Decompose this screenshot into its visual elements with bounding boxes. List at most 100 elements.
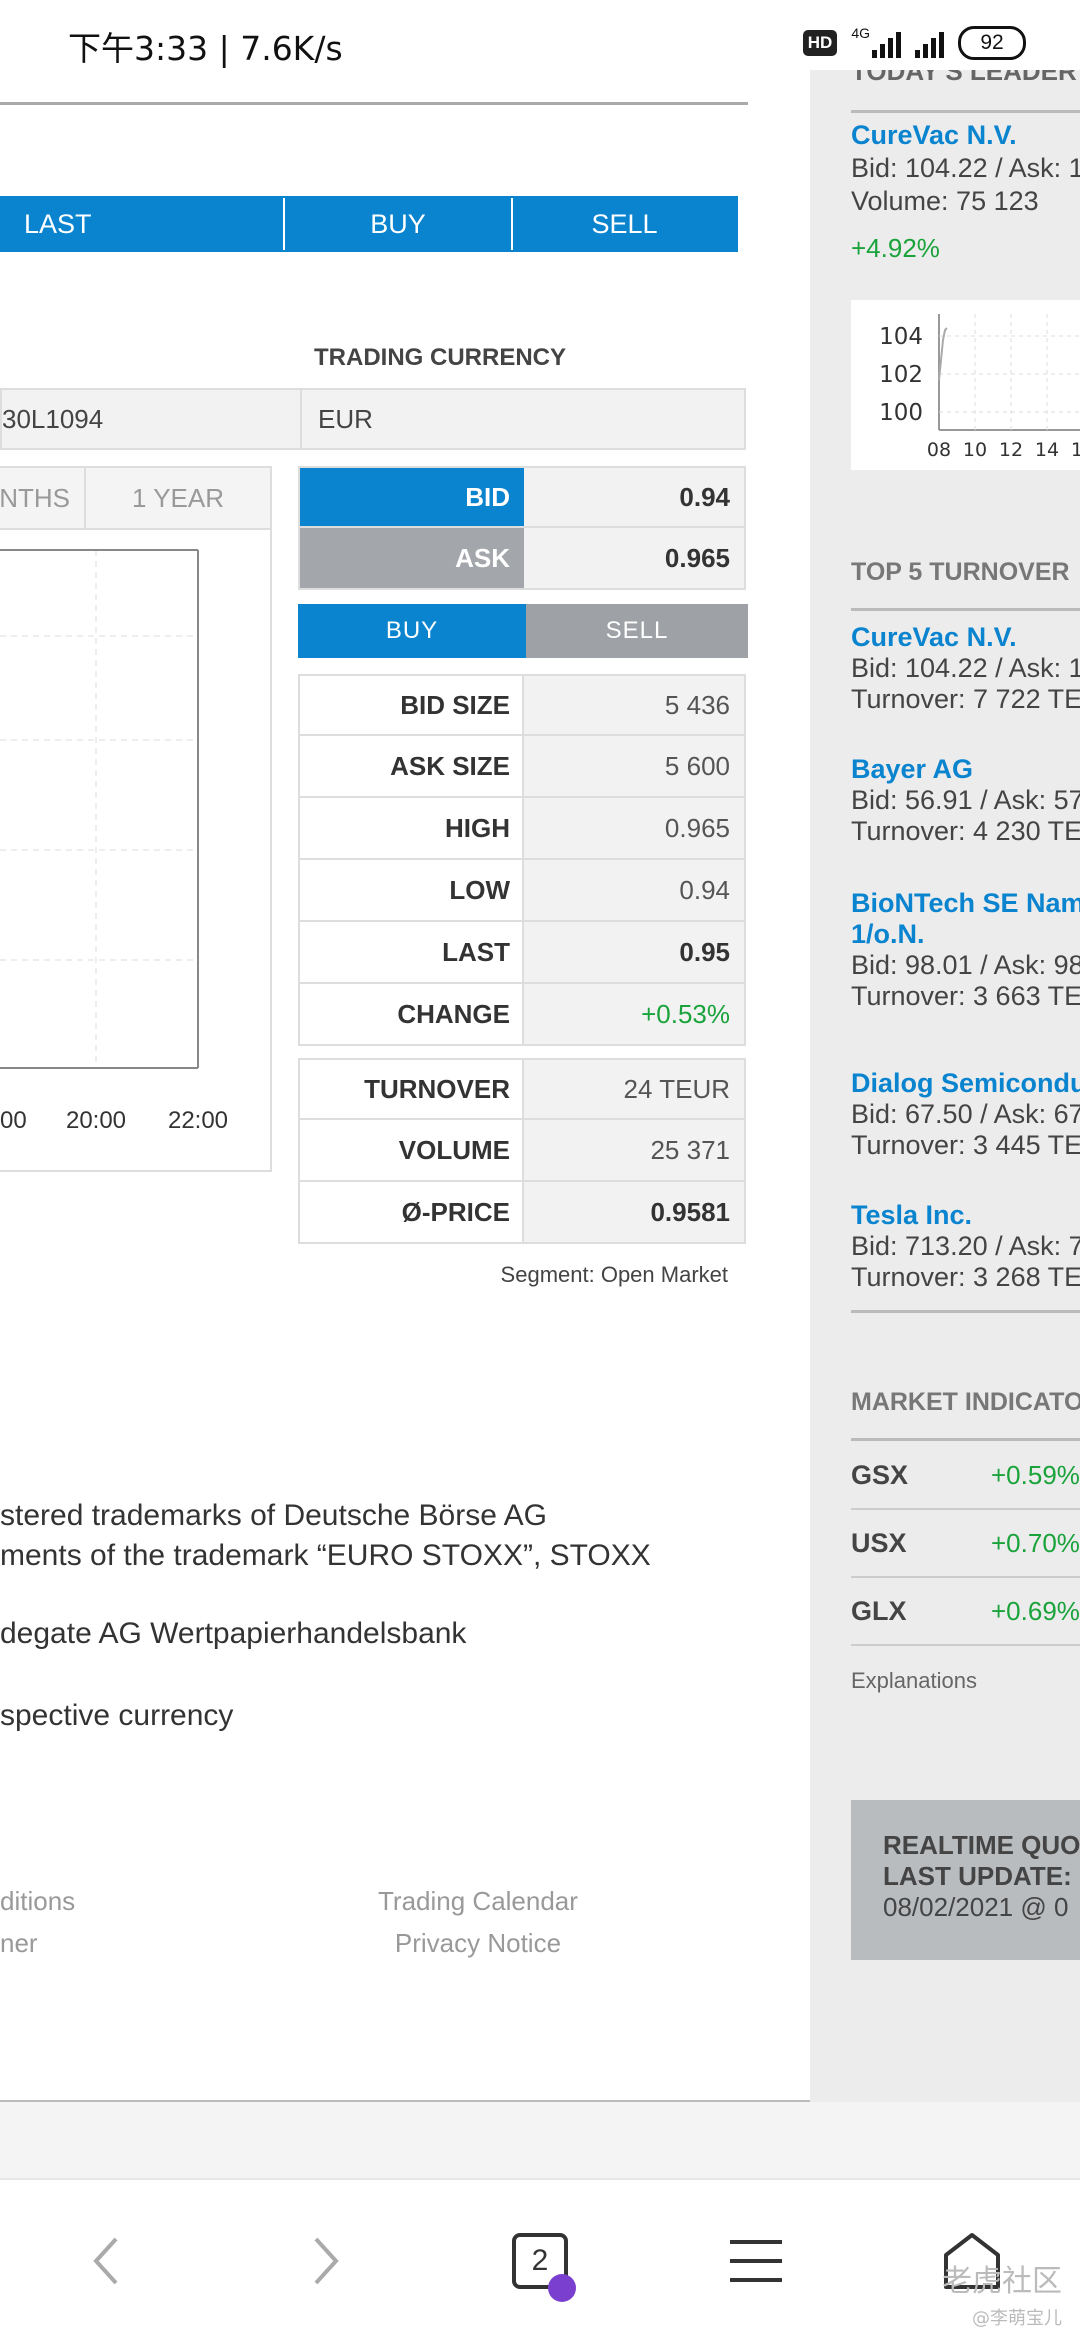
turnover-item-bidask: Bid: 98.01 / Ask: 98 <box>851 950 1080 980</box>
stat-label: Ø-PRICE <box>300 1182 524 1242</box>
price-chart: NTHS 1 YEAR 00 20:00 22:00 <box>0 466 272 1172</box>
turnover-list: CureVac N.V. Bid: 104.22 / Ask: 1 Turnov… <box>851 622 1080 1320</box>
stat-label: LAST <box>300 922 524 982</box>
indicators-list: GSX +0.59% USX +0.70% GLX +0.69% <box>851 1442 1080 1646</box>
table-row: LOW 0.94 <box>298 860 746 922</box>
status-bar: 下午3:33 | 7.6K/s HD 4G 92 <box>0 0 1080 90</box>
indicator-name: GLX <box>851 1595 907 1626</box>
signal-icon <box>872 28 901 58</box>
realtime-last-update: LAST UPDATE: <box>883 1861 1072 1891</box>
footer-link-trading-calendar[interactable]: Trading Calendar <box>378 1886 578 1916</box>
chart-plot: 00 20:00 22:00 <box>0 549 228 1134</box>
leader-link[interactable]: CureVac N.V. <box>851 120 1017 150</box>
realtime-timestamp: 08/02/2021 @ 0 <box>883 1892 1069 1922</box>
chevron-left-icon <box>93 2237 118 2285</box>
chart-x-tick: 00 <box>0 1107 27 1134</box>
disclaimer-line: stered trademarks of Deutsche Börse AG <box>0 1499 547 1532</box>
table-row: Ø-PRICE 0.9581 <box>298 1182 746 1244</box>
ask-row: ASK 0.965 <box>298 528 746 590</box>
divider <box>851 1310 1080 1313</box>
footer-links-right: Trading Calendar Privacy Notice <box>378 1880 578 1964</box>
divider <box>851 110 1080 113</box>
turnover-item-link-cont[interactable]: 1/o.N. <box>851 919 925 949</box>
buy-button[interactable]: BUY <box>298 604 526 658</box>
incognito-icon <box>548 2274 576 2302</box>
footer-link-disclaimer[interactable]: ner <box>0 1928 38 1958</box>
explanations-link[interactable]: Explanations <box>851 1668 977 1693</box>
disclaimer-line: degate AG Wertpapierhandelsbank <box>0 1617 467 1650</box>
realtime-title: REALTIME QUOT <box>883 1830 1080 1860</box>
status-icons: HD 4G 92 <box>802 25 1026 60</box>
menu-button[interactable] <box>716 2226 796 2296</box>
home-button[interactable] <box>932 2226 1012 2296</box>
indicator-value: +0.70% <box>991 1527 1080 1558</box>
realtime-quote-box: REALTIME QUOT LAST UPDATE: 08/02/2021 @ … <box>851 1800 1080 1960</box>
leader-mini-chart: 104 102 100 08 10 12 14 16 <box>851 300 1080 470</box>
tab-buy[interactable]: BUY <box>285 198 513 250</box>
tab-sell[interactable]: SELL <box>591 208 658 239</box>
mini-chart-y-tick: 104 <box>879 324 923 350</box>
stat-value: 24 TEUR <box>524 1060 744 1118</box>
table-row: CHANGE +0.53% <box>298 984 746 1046</box>
leader-volume: Volume: 75 123 <box>851 186 1039 216</box>
ask-label: ASK <box>300 528 524 588</box>
table-row: ASK SIZE 5 600 <box>298 736 746 798</box>
turnover-item-bidask: Bid: 56.91 / Ask: 57 <box>851 785 1080 815</box>
turnover-item-link[interactable]: BioNTech SE Nam. <box>851 888 1080 918</box>
indicator-row[interactable]: GLX +0.69% <box>851 1578 1080 1646</box>
mini-chart-x-tick: 14 <box>1035 439 1059 461</box>
indicator-name: GSX <box>851 1459 909 1490</box>
menu-icon <box>730 2240 782 2282</box>
indicator-value: +0.69% <box>991 1595 1080 1626</box>
footer-link-conditions[interactable]: ditions <box>0 1886 76 1916</box>
chevron-right-icon <box>314 2237 339 2285</box>
stat-value: +0.53% <box>524 984 744 1044</box>
footer-link-privacy-notice[interactable]: Privacy Notice <box>394 1928 562 1958</box>
list-item: Bayer AG Bid: 56.91 / Ask: 57 Turnover: … <box>851 754 1080 888</box>
turnover-item-link[interactable]: CureVac N.V. <box>851 622 1017 652</box>
forward-button[interactable] <box>286 2226 366 2296</box>
mini-chart-y-tick: 102 <box>879 362 923 388</box>
tabs-button[interactable]: 2 <box>500 2226 580 2302</box>
stat-value: 5 436 <box>524 676 744 734</box>
browser-nav-bar: 2 <box>0 2178 1080 2340</box>
turnover-item-bidask: Bid: 67.50 / Ask: 67 <box>851 1099 1080 1129</box>
period-1-year-button[interactable]: 1 YEAR <box>86 468 270 528</box>
bid-ask-table: BID 0.94 ASK 0.965 <box>298 466 746 590</box>
table-row: VOLUME 25 371 <box>298 1120 746 1182</box>
indicator-value: +0.59% <box>991 1459 1080 1490</box>
battery-icon: 92 <box>958 26 1026 60</box>
sell-button[interactable]: SELL <box>526 604 748 658</box>
turnover-item-turnover: Turnover: 3 445 TE <box>851 1130 1080 1160</box>
chart-x-tick: 22:00 <box>168 1107 228 1134</box>
turnover-item-link[interactable]: Bayer AG <box>851 754 974 784</box>
list-item: BioNTech SE Nam. 1/o.N. Bid: 98.01 / Ask… <box>851 888 1080 1068</box>
footer-links-left: ditions ner <box>0 1880 75 1964</box>
indicator-row[interactable]: USX +0.70% <box>851 1510 1080 1578</box>
stat-label: LOW <box>300 860 524 920</box>
period-months-button[interactable]: NTHS <box>0 468 86 528</box>
bid-label: BID <box>300 468 524 526</box>
watermark-user: @李萌宝儿 <box>972 2308 1062 2329</box>
back-button[interactable] <box>66 2226 146 2296</box>
segment-label: Segment: Open Market <box>500 1262 728 1287</box>
indicator-name: USX <box>851 1527 907 1558</box>
indicator-row[interactable]: GSX +0.59% <box>851 1442 1080 1510</box>
instrument-info-row: 30L1094 EUR <box>0 388 746 450</box>
mini-chart-x-tick: 10 <box>963 439 987 461</box>
tab-last[interactable]: LAST <box>2 198 285 250</box>
stat-label: HIGH <box>300 798 524 858</box>
mini-chart-line <box>938 327 948 381</box>
mini-chart-y-tick: 100 <box>879 400 923 426</box>
stat-value: 0.94 <box>524 860 744 920</box>
market-indicators-heading: MARKET INDICATO <box>851 1388 1080 1416</box>
turnover-item-link[interactable]: Tesla Inc. <box>851 1200 973 1230</box>
order-tab-bar: LAST BUY SELL <box>0 196 738 252</box>
bid-row: BID 0.94 <box>298 466 746 528</box>
page-bottom-strip <box>0 2102 1080 2178</box>
turnover-item-link[interactable]: Dialog Semicondu <box>851 1068 1080 1098</box>
table-row: HIGH 0.965 <box>298 798 746 860</box>
table-row: BID SIZE 5 436 <box>298 674 746 736</box>
stat-label: CHANGE <box>300 984 524 1044</box>
tabs-count-icon: 2 <box>512 2233 568 2289</box>
